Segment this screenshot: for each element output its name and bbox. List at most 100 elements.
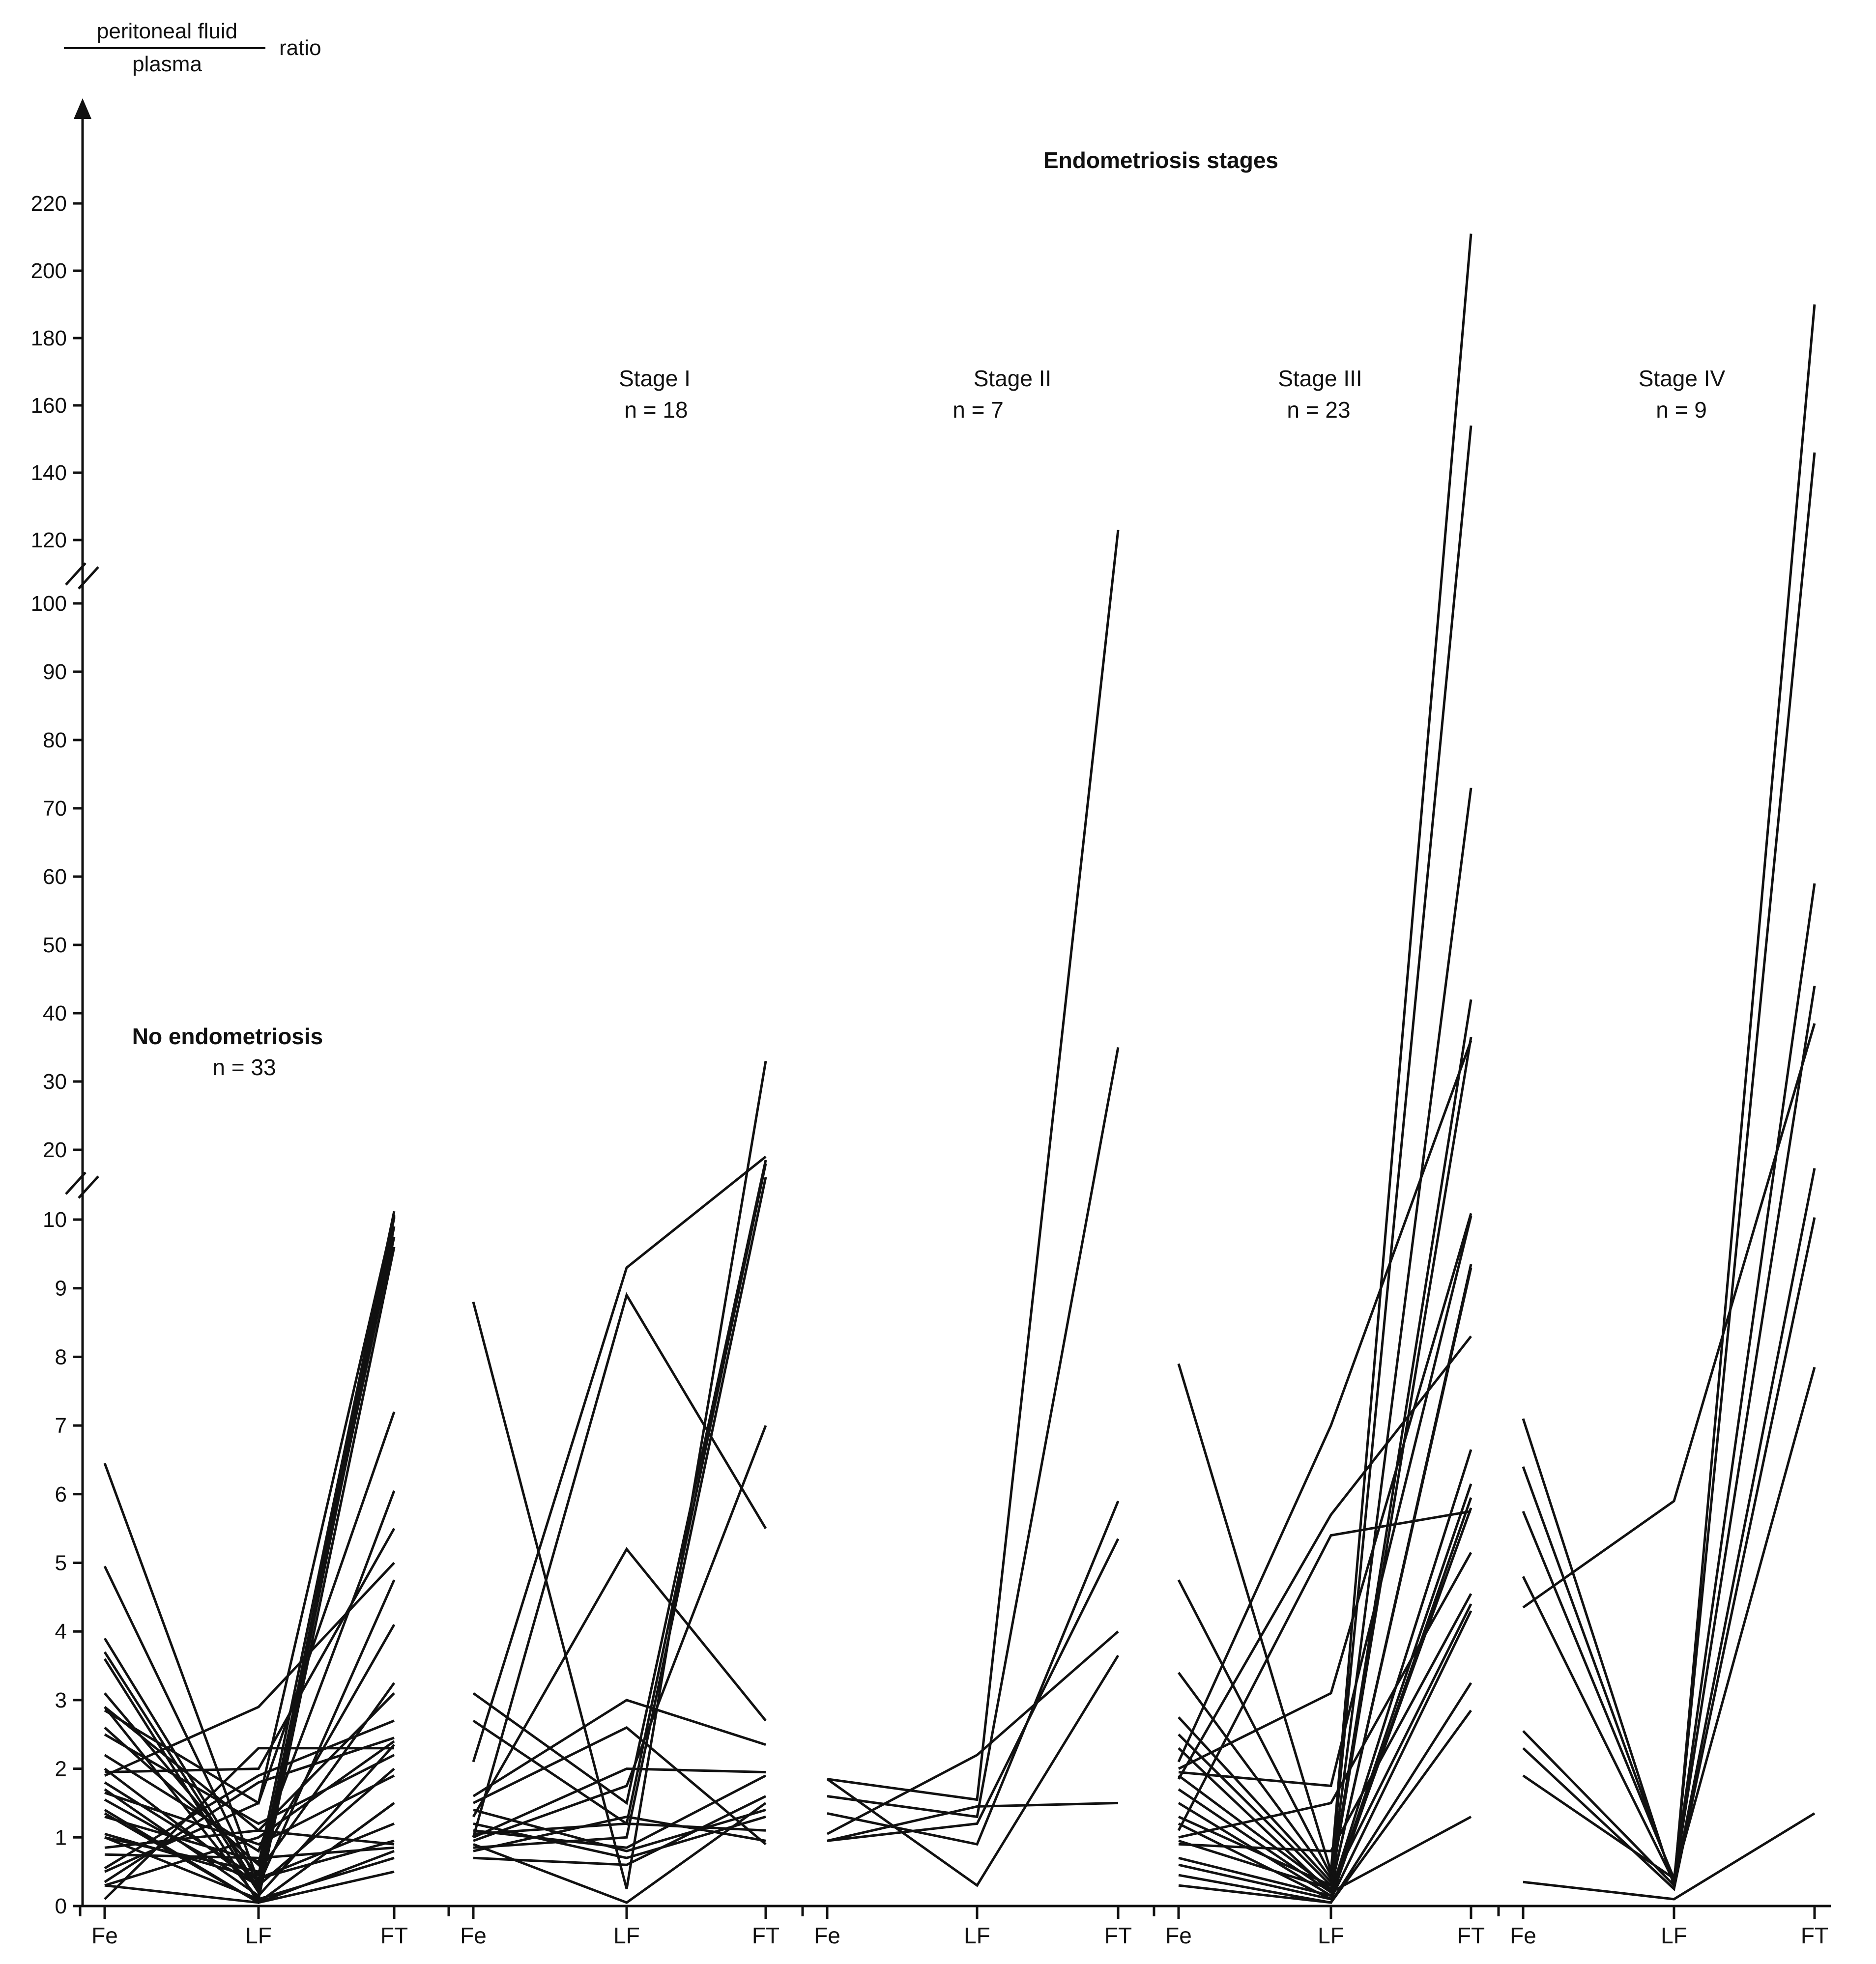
y-tick-label-50: 50 [43,933,67,957]
series-line-g2-5 [826,1654,1120,1887]
series-line-g0-1 [103,1216,396,1889]
series-line-g2-6 [827,1801,1119,1842]
group-2-n: n = 7 [952,397,1004,423]
group-0-title: No endometriosis [132,1024,323,1049]
x-tick-label-1-FT: FT [752,1923,779,1948]
y-tick-label-60: 60 [43,865,67,889]
y-tick-label-30: 30 [43,1070,67,1094]
y-tick-label-10: 10 [43,1208,67,1232]
series-line-g4-3 [1522,986,1816,1886]
series-line-g3-10 [1178,1449,1472,1895]
series-line-g4-8 [1523,1812,1816,1901]
series-line-g2-1 [827,1047,1120,1819]
series-lines [103,233,1816,1905]
series-line-g3-16 [1178,1610,1472,1901]
series-line-g2-2 [827,1500,1120,1846]
series-line-g1-8 [472,1767,766,1839]
group-1-title: Stage I [619,366,691,391]
y-tick-label-6: 6 [55,1482,67,1507]
series-line-g1-1 [472,1155,767,1763]
series-line-g3-8 [1178,1264,1472,1891]
series-line-g0-31 [104,1211,396,1867]
series-line-g1-12 [473,1795,767,1866]
series-line-g3-5 [1177,1040,1472,1763]
x-tick-label-4-FT: FT [1801,1923,1828,1948]
y-axis-break-upper-b [78,566,99,590]
series-line-g1-14 [473,1816,766,1859]
y-axis-break-lower-b [78,1175,99,1199]
series-line-g0-32 [104,1781,395,1880]
series-line-g0-30 [104,1214,396,1873]
y-tick-label-180: 180 [31,326,67,350]
series-line-g4-2 [1522,883,1816,1883]
y-tick-label-5: 5 [55,1551,67,1575]
series-line-g0-26 [104,1836,395,1901]
y-tick-label-20: 20 [43,1138,67,1162]
series-line-g3-7 [1178,1216,1472,1788]
series-line-g4-6 [1522,1217,1816,1891]
series-line-g4-4 [1522,1023,1816,1609]
series-line-g3-21 [1178,1267,1472,1891]
series-line-g1-7 [472,1726,767,1846]
x-tick-label-3-FT: FT [1457,1923,1485,1948]
y-tick-label-1: 1 [55,1825,67,1850]
series-line-g0-22 [104,1706,395,1846]
x-tick-label-2-LF: LF [964,1923,990,1948]
series-line-g3-1 [1177,425,1472,1879]
series-line-g1-15 [473,1822,766,1835]
y-tick-label-7: 7 [55,1414,67,1438]
series-line-g0-19 [104,1774,395,1846]
y-tick-label-140: 140 [31,461,67,485]
y-tick-label-2: 2 [55,1757,67,1781]
series-line-g0-27 [104,1846,395,1859]
group-4-title: Stage IV [1639,366,1726,391]
y-tick-label-220: 220 [31,192,67,216]
series-line-g3-9 [1177,1335,1472,1780]
series-line-g4-7 [1522,1366,1816,1881]
x-tick-label-1-LF: LF [613,1923,640,1948]
series-line-g3-2 [1177,787,1472,1882]
y-unit-suffix: ratio [279,36,321,60]
x-tick-label-2-FT: FT [1104,1923,1132,1948]
y-axis-break-lower-a [65,1171,87,1195]
y-tick-label-8: 8 [55,1345,67,1369]
group-2-title: Stage II [974,366,1052,391]
series-line-g0-29 [104,1767,395,1887]
axes: 0 1 2 3 4 5 6 7 8 9 10 20 30 40 50 60 70 80 90 100 120 140 160… [31,98,1831,1948]
y-tick-label-100: 100 [31,592,67,616]
series-line-g0-4 [104,1236,396,1878]
y-tick-label-3: 3 [55,1688,67,1712]
series-line-g1-6 [472,1699,766,1797]
y-unit-numerator: peritoneal fluid [97,19,237,43]
series-line-g0-28 [104,1802,395,1904]
series-line-g0-9 [104,1562,395,1777]
series-line-g0-18 [104,1733,395,1825]
series-line-g1-5 [472,1547,767,1818]
x-tick-label-1-Fe: Fe [460,1923,487,1948]
group-3-n: n = 23 [1287,397,1350,423]
series-line-g0-25 [104,1744,395,1898]
series-line-g4-0 [1522,304,1816,1886]
series-line-g3-18 [1178,1709,1472,1904]
series-line-g1-0 [472,1060,767,1889]
series-line-g2-0 [827,530,1120,1801]
y-tick-label-90: 90 [43,660,67,684]
series-line-g1-13 [473,1802,767,1904]
series-line-g0-16 [104,1740,395,1887]
y-tick-label-200: 200 [31,259,67,283]
group-1-n: n = 18 [624,397,688,423]
x-tick-label-3-Fe: Fe [1165,1923,1192,1948]
series-line-g2-4 [826,1630,1119,1835]
series-line-g1-2 [472,1160,767,1805]
series-line-g0-14 [104,1719,395,1870]
y-tick-label-120: 120 [31,528,67,552]
x-tick-label-2-Fe: Fe [814,1923,840,1948]
series-line-g3-13 [1177,1510,1472,1831]
y-tick-label-40: 40 [43,1001,67,1025]
series-line-g3-22 [1178,1507,1472,1897]
series-line-g3-15 [1178,1593,1472,1852]
series-line-g1-4 [472,1292,767,1838]
x-tick-label-0-LF: LF [245,1923,272,1948]
x-tick-label-0-Fe: Fe [91,1923,118,1948]
group-0-n: n = 33 [212,1054,276,1080]
